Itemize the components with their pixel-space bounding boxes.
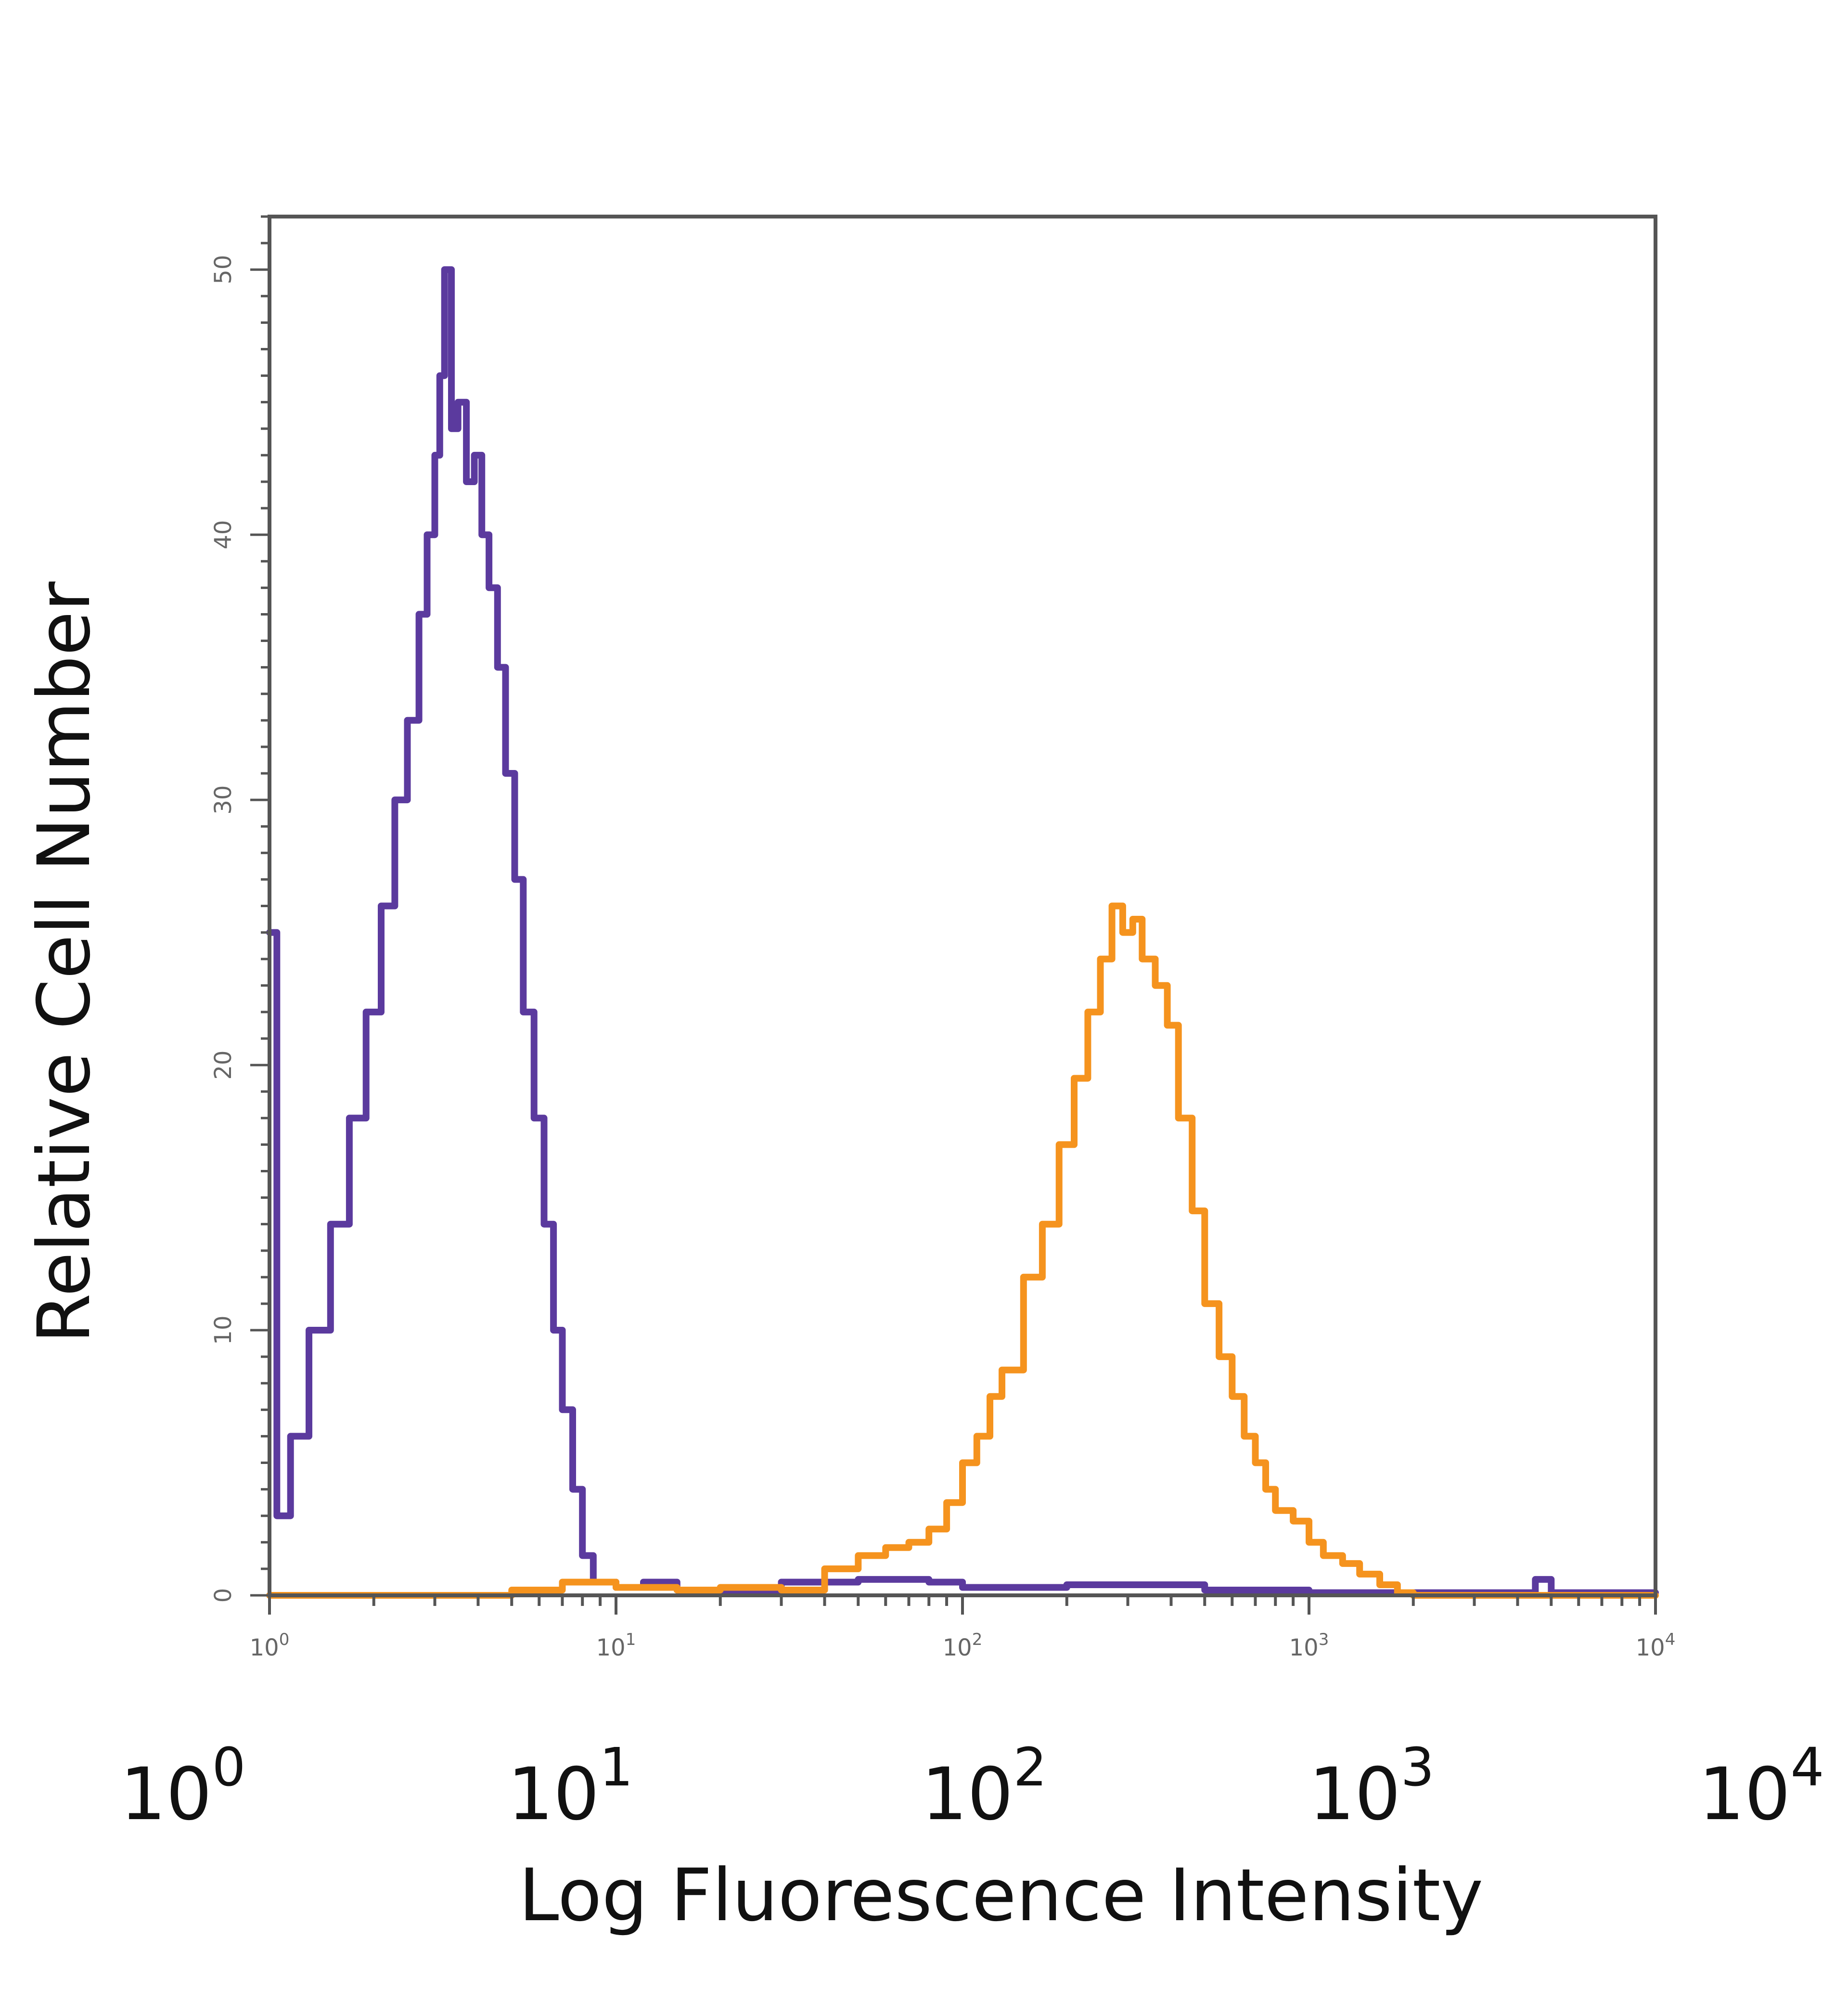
y-tick-label: 30 bbox=[210, 785, 237, 815]
y-tick-label: 50 bbox=[210, 255, 237, 284]
y-tick-label: 0 bbox=[210, 1588, 237, 1603]
x-axis-label: Log Fluorescence Intensity bbox=[519, 1854, 1483, 1938]
y-axis-label: Relative Cell Number bbox=[23, 581, 106, 1344]
y-tick-label: 40 bbox=[210, 520, 237, 550]
y-tick-label: 20 bbox=[210, 1051, 237, 1080]
y-tick-label: 10 bbox=[210, 1315, 237, 1345]
